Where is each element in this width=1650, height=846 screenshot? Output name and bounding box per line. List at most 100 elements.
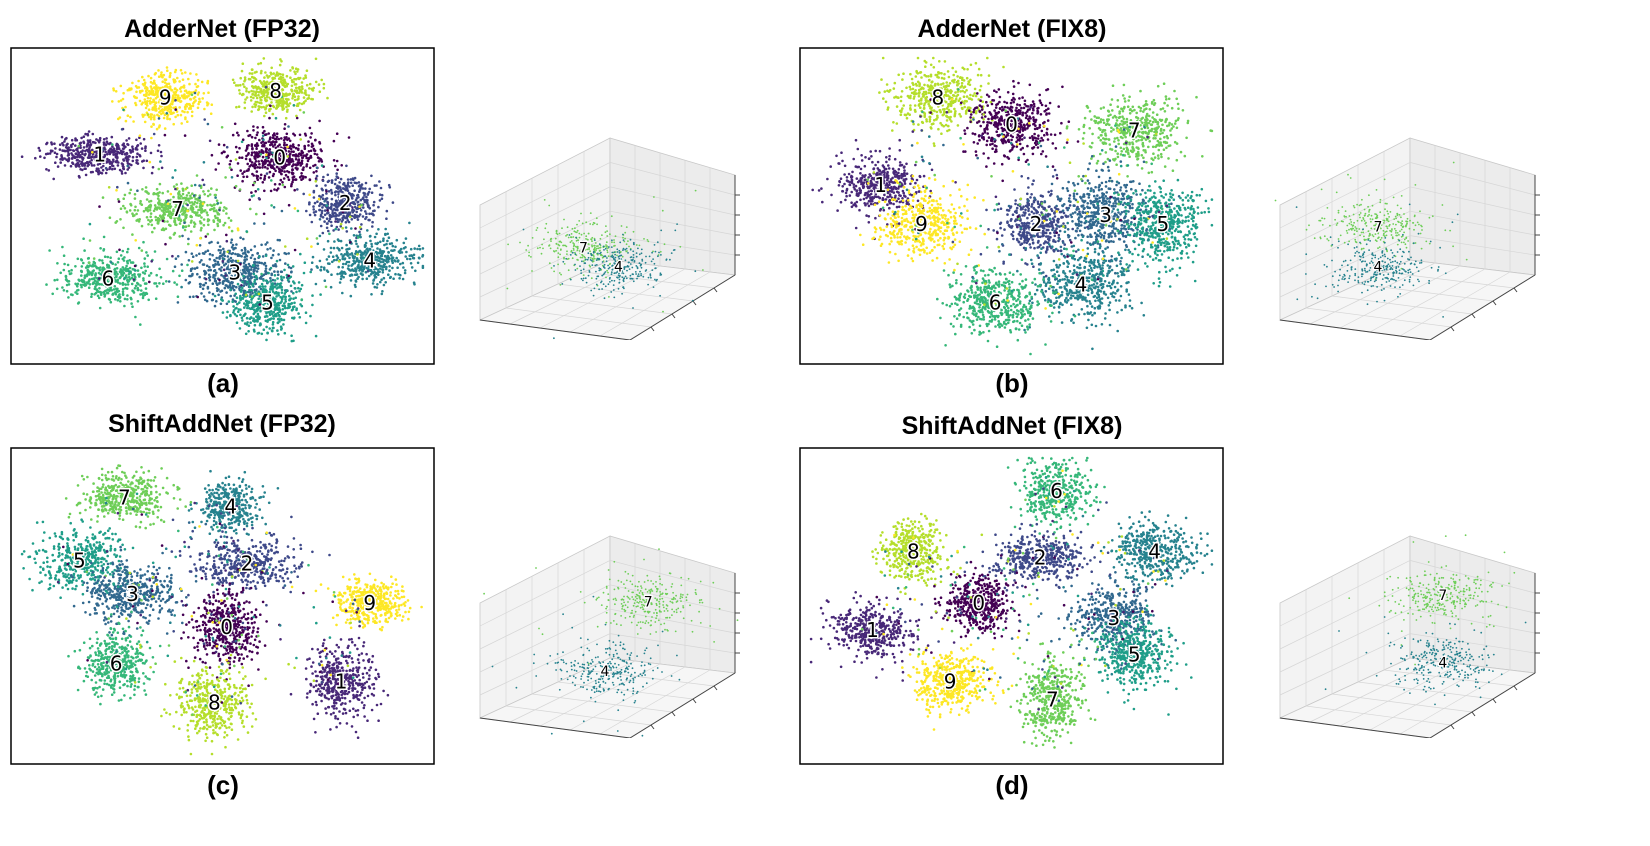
scatter-point bbox=[144, 186, 148, 189]
scatter-point bbox=[377, 228, 380, 231]
scatter-point bbox=[254, 160, 258, 163]
scatter-point bbox=[979, 73, 983, 77]
scatter-point bbox=[977, 67, 981, 71]
scatter-point bbox=[883, 90, 887, 93]
scatter-point bbox=[271, 104, 275, 108]
scatter-point bbox=[258, 101, 261, 105]
scatter-point bbox=[912, 97, 916, 100]
scatter-point bbox=[171, 269, 175, 273]
scatter-point bbox=[38, 149, 42, 152]
scatter-point bbox=[277, 94, 280, 98]
scatter-point bbox=[218, 208, 221, 212]
scatter-point bbox=[418, 247, 422, 251]
scatter-point bbox=[74, 152, 78, 155]
scatter-point bbox=[91, 148, 94, 152]
scatter-point bbox=[82, 279, 85, 282]
scatter-point bbox=[140, 147, 144, 150]
scatter-point bbox=[292, 163, 295, 166]
scatter-point bbox=[395, 256, 399, 260]
scatter-point bbox=[260, 243, 263, 247]
scatter-point bbox=[281, 181, 284, 184]
scatter-point bbox=[351, 268, 354, 271]
scatter-point bbox=[329, 246, 333, 250]
scatter-point bbox=[359, 265, 363, 268]
scatter-point bbox=[311, 97, 315, 101]
scatter-point bbox=[308, 201, 311, 204]
cluster-label-3: 3 bbox=[228, 260, 241, 284]
scatter-point bbox=[174, 202, 177, 205]
scatter-point bbox=[304, 311, 308, 315]
scatter-point bbox=[307, 150, 311, 153]
scatter-point bbox=[202, 210, 206, 213]
scatter-point bbox=[115, 267, 119, 270]
scatter-point bbox=[102, 290, 106, 294]
scatter-point bbox=[144, 190, 147, 193]
scatter-point bbox=[355, 268, 358, 271]
scatter-point bbox=[176, 113, 180, 117]
scatter-point bbox=[153, 86, 156, 89]
scatter-point bbox=[274, 169, 277, 173]
scatter-point bbox=[179, 218, 182, 222]
scatter-point bbox=[174, 169, 177, 172]
scatter-point bbox=[315, 184, 318, 188]
scatter-point bbox=[218, 278, 221, 282]
scatter-point bbox=[109, 261, 113, 264]
scatter-point bbox=[211, 292, 215, 296]
scatter-point bbox=[186, 91, 190, 95]
scatter-point bbox=[129, 115, 132, 119]
scatter-point bbox=[256, 251, 259, 255]
scatter-point bbox=[277, 253, 280, 256]
scatter-point bbox=[153, 192, 156, 195]
scatter-point bbox=[269, 104, 272, 108]
scatter-point bbox=[126, 283, 130, 286]
scatter-point bbox=[344, 216, 347, 220]
scatter-point bbox=[386, 254, 390, 258]
scatter-point bbox=[286, 108, 289, 112]
scatter-point bbox=[118, 293, 121, 296]
scatter-point bbox=[944, 90, 948, 94]
scatter-point bbox=[172, 91, 176, 94]
scatter-point bbox=[252, 272, 256, 276]
scatter-point bbox=[230, 176, 234, 179]
scatter-point bbox=[253, 94, 257, 97]
scatter-point bbox=[337, 265, 341, 269]
scatter-point bbox=[134, 269, 137, 272]
scatter-point bbox=[234, 158, 238, 161]
scatter-point bbox=[216, 241, 220, 244]
scatter-point bbox=[258, 150, 261, 154]
scatter-point bbox=[947, 108, 951, 112]
scatter-point bbox=[195, 205, 198, 208]
scatter-point bbox=[260, 282, 264, 286]
scatter-point bbox=[114, 90, 118, 93]
scatter-point bbox=[262, 222, 266, 225]
scatter-point bbox=[302, 154, 306, 157]
scatter-point bbox=[255, 133, 259, 137]
scatter-point bbox=[120, 172, 124, 175]
scatter-point bbox=[249, 321, 252, 325]
scatter-point bbox=[284, 311, 287, 314]
scatter-point bbox=[192, 221, 196, 224]
scatter-point bbox=[118, 248, 121, 252]
scatter-point bbox=[176, 301, 180, 304]
cluster-label-6: 6 bbox=[102, 266, 115, 290]
scatter-point bbox=[349, 178, 353, 181]
scatter-point bbox=[174, 90, 178, 94]
scatter-point bbox=[969, 93, 972, 97]
scatter-point bbox=[166, 109, 169, 112]
scatter-point bbox=[253, 162, 256, 166]
scatter-point bbox=[339, 222, 343, 226]
scatter-point bbox=[153, 250, 157, 253]
scatter-point bbox=[150, 89, 154, 92]
scatter-point bbox=[259, 61, 263, 65]
scatter-point bbox=[270, 93, 273, 96]
scatter-point bbox=[348, 256, 351, 260]
scatter-point bbox=[102, 164, 105, 168]
scatter-point bbox=[252, 90, 255, 93]
scatter-point bbox=[255, 212, 258, 216]
scatter-point bbox=[192, 295, 195, 298]
scatter-point bbox=[323, 213, 327, 217]
scatter-point bbox=[395, 238, 399, 242]
scatter-point bbox=[248, 317, 252, 321]
scatter-point bbox=[964, 110, 968, 113]
scatter-point bbox=[935, 73, 939, 77]
